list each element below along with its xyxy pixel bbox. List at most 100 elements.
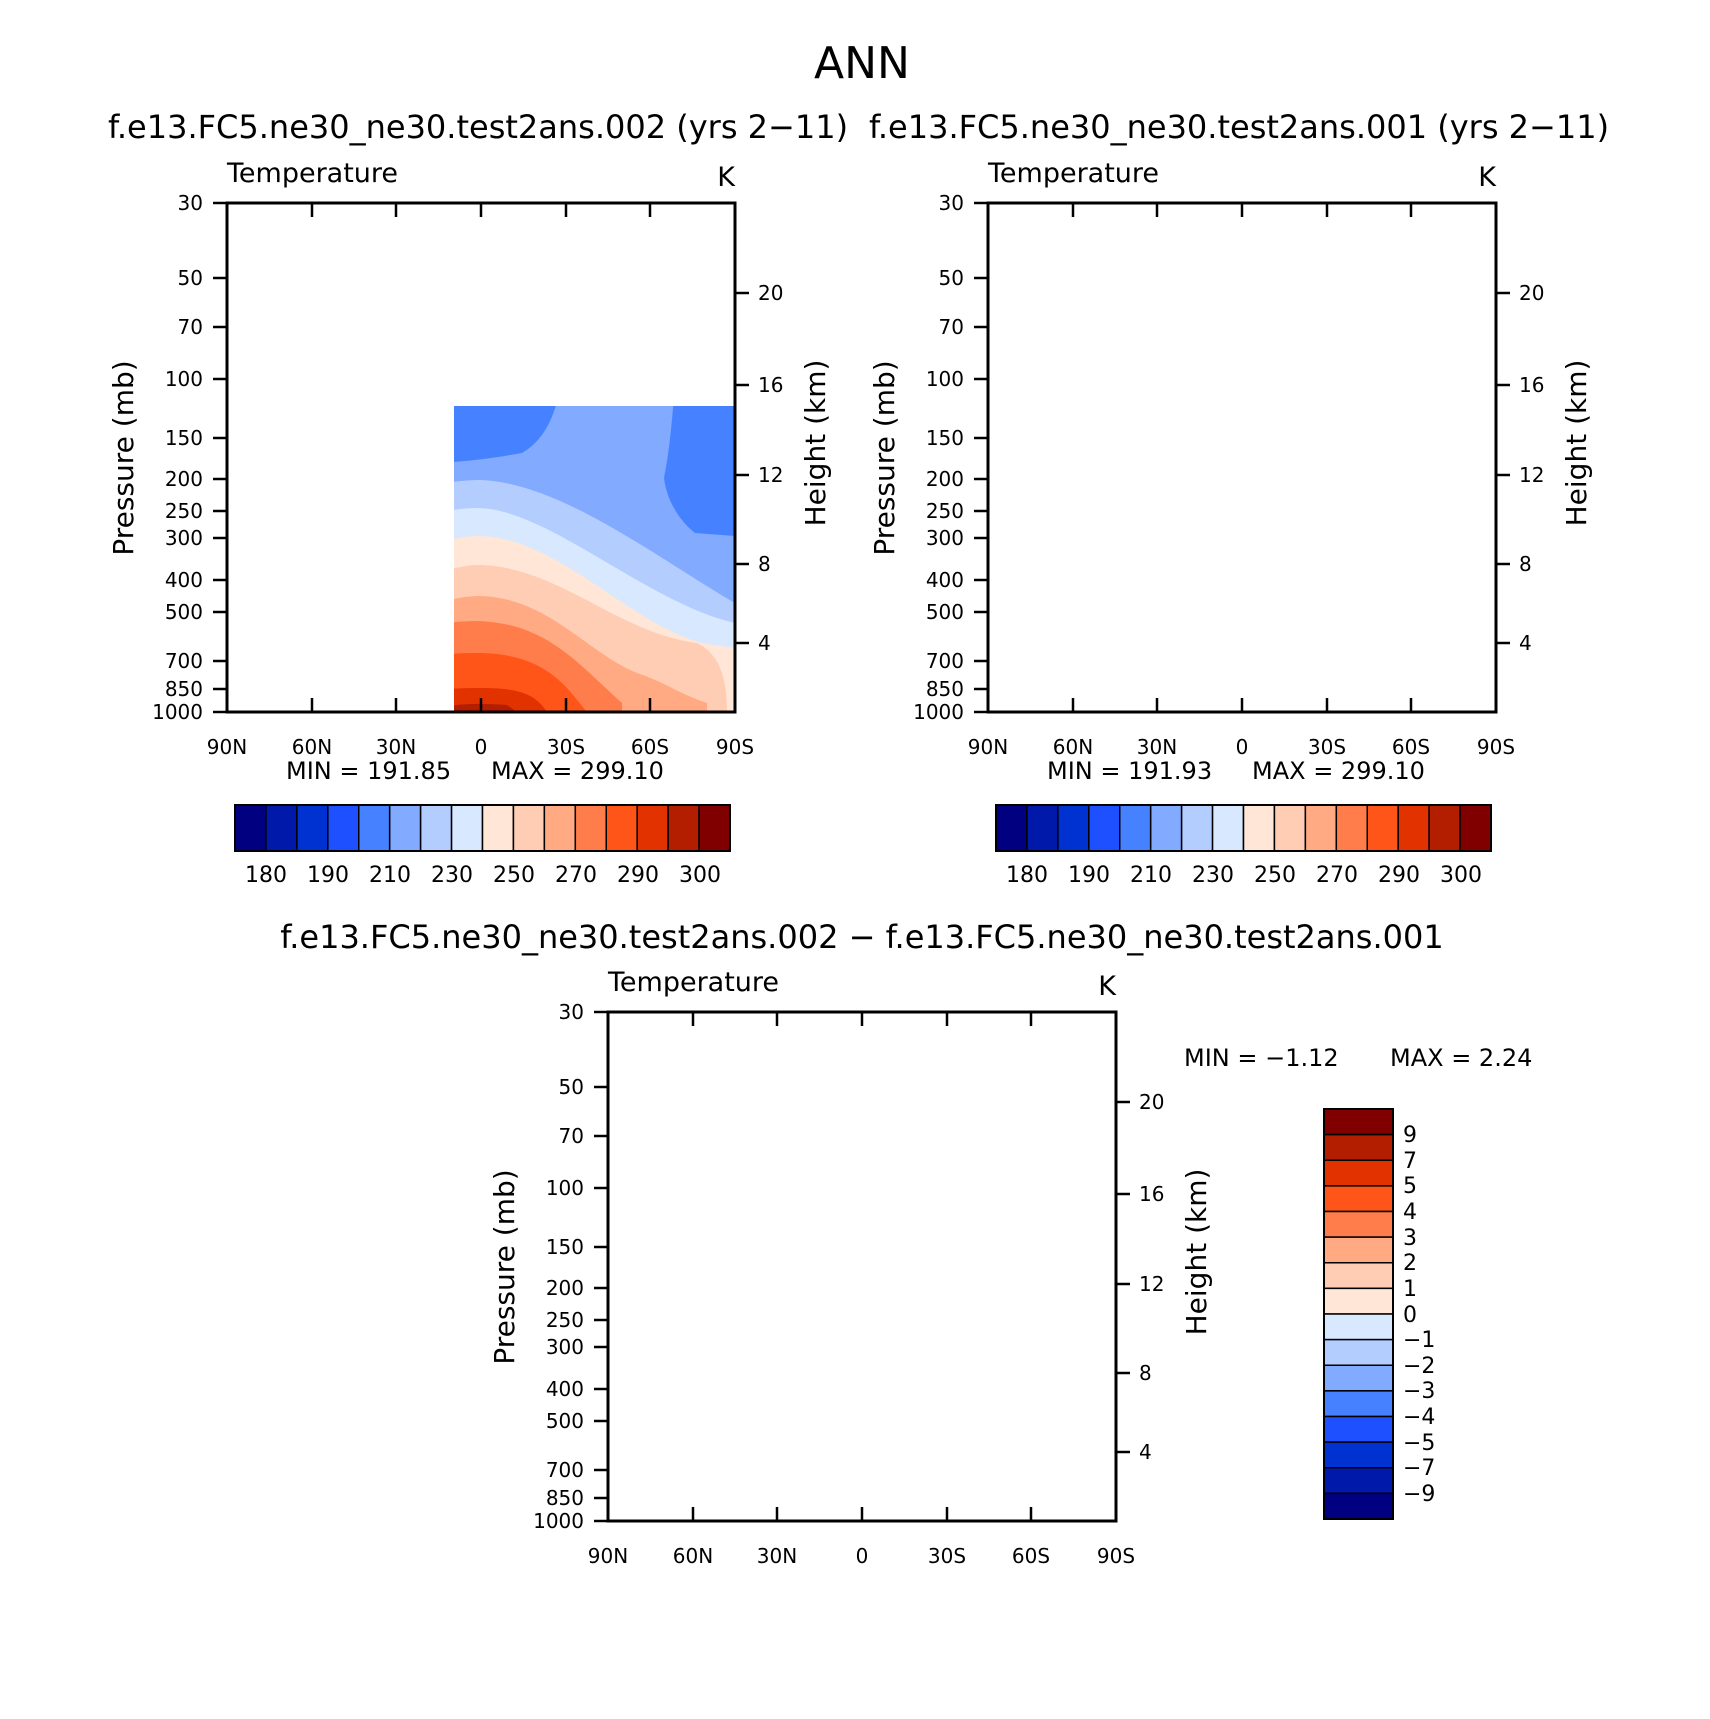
y-tick-label: 200 xyxy=(926,467,964,491)
max-label: MAX = 299.10 xyxy=(1252,757,1425,785)
y2-tick-label: 4 xyxy=(1139,1440,1152,1464)
x-tick-label: 90S xyxy=(1097,1544,1135,1568)
y-tick: 100 xyxy=(165,367,227,391)
colorbar-swatch xyxy=(234,804,267,852)
y-axis-label: Pressure (mb) xyxy=(488,1169,521,1364)
y-tick: 150 xyxy=(926,426,988,450)
max-label: MAX = 2.24 xyxy=(1390,1044,1532,1072)
y-tick: 70 xyxy=(178,315,227,339)
colorbar-swatch xyxy=(1323,1313,1394,1341)
colorbar-label: 7 xyxy=(1403,1149,1417,1174)
colorbar-swatch xyxy=(327,804,360,852)
y2-tick-label: 8 xyxy=(758,552,771,576)
x-tick: 0 xyxy=(1236,203,1249,759)
panel-top-left: f.e13.FC5.ne30_ne30.test2ans.002 (yrs 2−… xyxy=(107,108,848,888)
x-tick-label: 30S xyxy=(928,1544,966,1568)
x-tick: 30S xyxy=(547,203,585,759)
x-tick: 60S xyxy=(631,203,669,759)
colorbar-swatch xyxy=(512,804,546,852)
colorbar-label: 9 xyxy=(1403,1123,1417,1148)
y2-tick: 8 xyxy=(1116,1361,1152,1385)
colorbar-label: 210 xyxy=(369,863,411,888)
panel-title: f.e13.FC5.ne30_ne30.test2ans.001 (yrs 2−… xyxy=(869,108,1609,146)
x-tick-label: 0 xyxy=(475,735,488,759)
panel-top-right: f.e13.FC5.ne30_ne30.test2ans.001 (yrs 2−… xyxy=(868,108,1609,888)
panel-difference: f.e13.FC5.ne30_ne30.test2ans.002 − f.e13… xyxy=(280,918,1532,1568)
y2-tick: 8 xyxy=(1496,552,1532,576)
colorbar-swatch xyxy=(1119,804,1152,852)
y-tick-label: 150 xyxy=(546,1235,584,1259)
colorbar-swatch xyxy=(388,804,422,852)
y-tick: 850 xyxy=(165,677,227,701)
y-axis-left: 30 50 70 100 150 200 250 300 400 500 700… xyxy=(913,191,988,724)
x-tick: 90S xyxy=(716,203,754,759)
colorbar-swatch xyxy=(1323,1210,1394,1238)
y2-tick-label: 16 xyxy=(1519,373,1544,397)
panel-title: f.e13.FC5.ne30_ne30.test2ans.002 (yrs 2−… xyxy=(108,108,848,146)
y-tick: 30 xyxy=(178,191,227,215)
variable-label: Temperature xyxy=(607,967,779,998)
y2-tick-label: 20 xyxy=(1139,1090,1164,1114)
y2-tick: 12 xyxy=(735,463,783,487)
y-tick: 400 xyxy=(165,568,227,592)
y-tick-label: 150 xyxy=(165,426,203,450)
y2-tick: 4 xyxy=(735,631,771,655)
min-label: MIN = 191.93 xyxy=(1047,757,1212,785)
colorbar-swatch xyxy=(1273,804,1307,852)
colorbar-label: 1 xyxy=(1403,1277,1417,1302)
x-tick-label: 90N xyxy=(968,735,1008,759)
y2-tick-label: 12 xyxy=(1139,1272,1164,1296)
y2-tick: 12 xyxy=(1116,1272,1164,1296)
y-tick-label: 70 xyxy=(939,315,964,339)
colorbar-label: 270 xyxy=(1316,863,1358,888)
contour-field xyxy=(988,203,1496,712)
x-tick: 90N xyxy=(588,1012,628,1568)
y-tick-label: 30 xyxy=(559,1000,584,1024)
y-tick: 850 xyxy=(546,1486,608,1510)
y-tick: 50 xyxy=(559,1075,608,1099)
x-tick: 0 xyxy=(856,1012,868,1568)
x-tick: 90S xyxy=(1097,1012,1135,1568)
y-tick: 400 xyxy=(926,568,988,592)
colorbar-label: 4 xyxy=(1403,1200,1417,1225)
colorbar-swatch xyxy=(1323,1492,1394,1520)
y2-axis-label: Height (km) xyxy=(1560,360,1593,527)
y-tick: 100 xyxy=(926,367,988,391)
y-tick: 250 xyxy=(165,499,227,523)
y-tick: 30 xyxy=(559,1000,608,1024)
colorbar-swatch xyxy=(296,804,329,852)
x-tick-label: 60S xyxy=(1012,1544,1050,1568)
x-tick: 90N xyxy=(207,203,247,759)
colorbar-swatch xyxy=(265,804,298,852)
y-tick-label: 850 xyxy=(165,677,203,701)
y-tick: 150 xyxy=(165,426,227,450)
y-tick-label: 500 xyxy=(165,600,203,624)
y2-tick-label: 4 xyxy=(758,631,771,655)
x-tick-label: 60S xyxy=(1392,735,1430,759)
x-tick: 30S xyxy=(1308,203,1346,759)
x-tick-label: 0 xyxy=(1236,735,1249,759)
y-tick: 700 xyxy=(926,649,988,673)
y-tick-label: 30 xyxy=(178,191,203,215)
y-tick-label: 300 xyxy=(165,526,203,550)
y-tick: 250 xyxy=(926,499,988,523)
x-tick-label: 60N xyxy=(292,735,332,759)
y-tick: 50 xyxy=(178,266,227,290)
colorbar-label: −2 xyxy=(1403,1354,1435,1379)
y-tick-label: 30 xyxy=(939,191,964,215)
colorbar-swatch xyxy=(1242,804,1276,852)
x-tick-label: 30N xyxy=(757,1544,797,1568)
panel-title: f.e13.FC5.ne30_ne30.test2ans.002 − f.e13… xyxy=(280,918,1443,956)
max-label: MAX = 299.10 xyxy=(491,757,664,785)
contour-field xyxy=(608,1012,1116,1521)
x-axis: 90N 60N 30N 0 30S 60S 90S xyxy=(207,203,754,759)
y-tick-label: 250 xyxy=(926,499,964,523)
y-tick-label: 850 xyxy=(926,677,964,701)
colorbar-label: 0 xyxy=(1403,1303,1417,1328)
y-tick-label: 70 xyxy=(178,315,203,339)
colorbar-swatch xyxy=(1057,804,1090,852)
colorbar-label: −4 xyxy=(1403,1405,1435,1430)
y-tick: 1000 xyxy=(533,1509,608,1533)
y-axis-left: 30 50 70 100 150 200 250 300 400 500 700… xyxy=(533,1000,608,1533)
y-tick: 200 xyxy=(926,467,988,491)
